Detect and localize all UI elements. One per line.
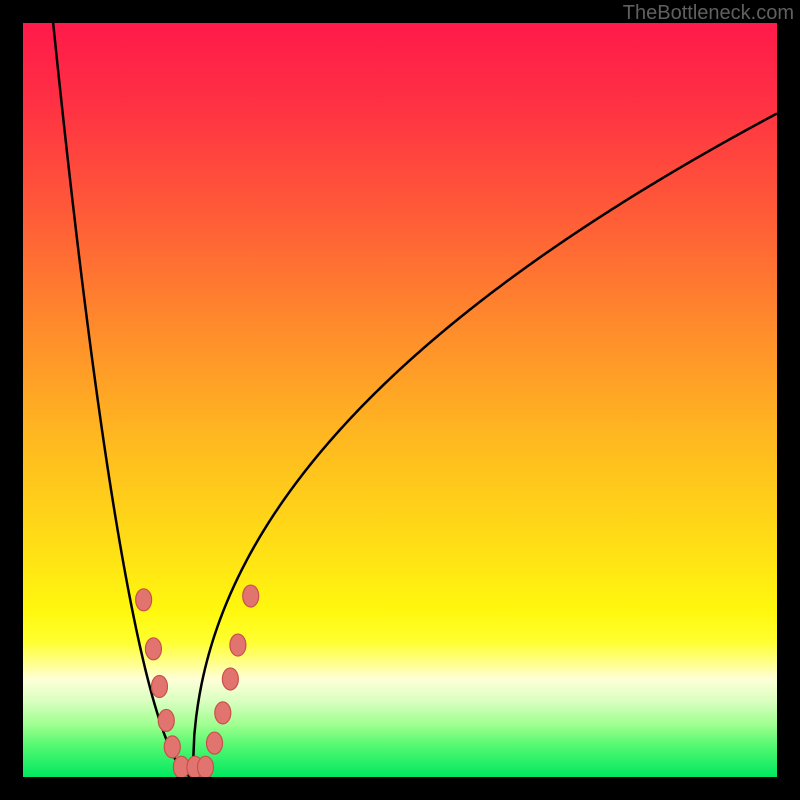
data-marker: [222, 668, 238, 690]
data-marker: [145, 638, 161, 660]
bottleneck-curve-chart: [0, 0, 800, 800]
data-marker: [197, 756, 213, 778]
data-marker: [158, 709, 174, 731]
attribution-label: TheBottleneck.com: [617, 0, 800, 27]
data-marker: [151, 676, 167, 698]
data-marker: [243, 585, 259, 607]
plot-gradient-background: [23, 23, 777, 777]
data-marker: [164, 736, 180, 758]
data-marker: [215, 702, 231, 724]
chart-container: TheBottleneck.com: [0, 0, 800, 800]
data-marker: [207, 732, 223, 754]
data-marker: [230, 634, 246, 656]
data-marker: [136, 589, 152, 611]
